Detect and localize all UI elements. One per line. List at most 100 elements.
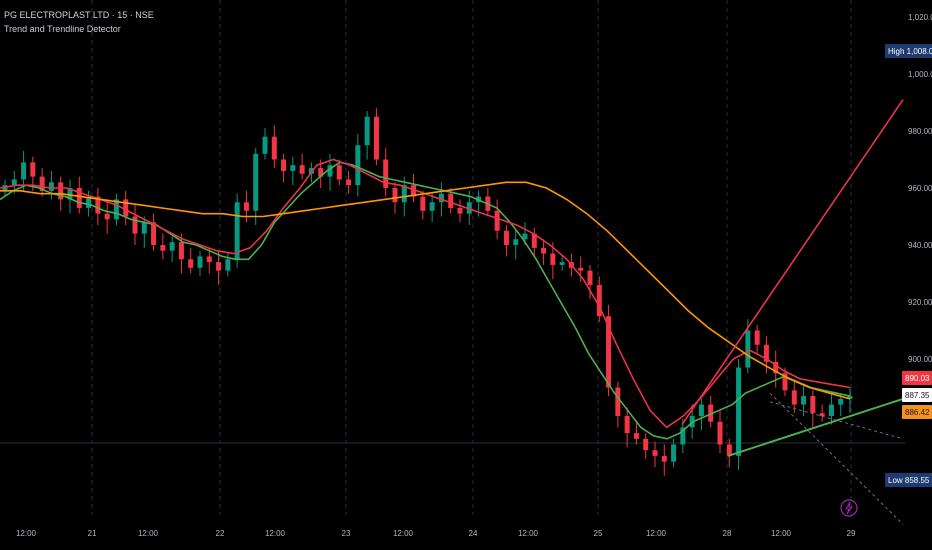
indicator-title[interactable]: Trend and Trendline Detector — [4, 24, 121, 34]
candle-body — [550, 253, 556, 265]
candle-body — [596, 284, 602, 317]
candle-body — [503, 230, 509, 245]
candle-body — [2, 185, 8, 191]
projection-line — [769, 401, 904, 440]
candle-body — [76, 188, 82, 208]
price-tick-label: 940.00 — [908, 241, 932, 250]
support-trendline — [727, 397, 904, 457]
candle-body — [234, 202, 240, 260]
candle-body — [494, 210, 500, 231]
candle-body — [411, 185, 417, 197]
candle-body — [197, 256, 203, 268]
candle-body — [30, 162, 36, 177]
candle-body — [643, 438, 649, 451]
candle-body — [243, 202, 249, 211]
time-tick-label: 12:00 — [138, 529, 159, 538]
last-price-tag: 890.03 — [905, 374, 930, 383]
candle-body — [11, 179, 17, 186]
candle-body — [810, 396, 816, 414]
candle-body — [606, 316, 612, 388]
candle-body — [457, 207, 463, 214]
chart-legend[interactable]: PG ELECTROPLAST LTD · 15 · NSE Trend and… — [4, 8, 154, 36]
candle-body — [466, 202, 472, 214]
candle-body — [281, 159, 287, 171]
candle-body — [169, 242, 175, 251]
price-tick-label: 1,020.00 — [908, 13, 932, 22]
candle-body — [336, 165, 342, 180]
candle-body — [206, 256, 212, 263]
candle-body — [448, 193, 454, 208]
price-tick-label: 980.00 — [908, 127, 932, 136]
candle-body — [541, 247, 547, 254]
candle-body — [578, 267, 584, 271]
candle-body — [308, 168, 314, 174]
time-axis[interactable]: 12:00 21 12:00 22 12:00 23 12:00 24 12:00 25 12:00… — [16, 529, 856, 538]
time-tick-label: 12:00 — [771, 529, 792, 538]
time-tick-label: 21 — [88, 529, 97, 538]
candle-body — [160, 245, 166, 251]
candle-body — [290, 165, 296, 171]
time-tick-label: 29 — [847, 529, 856, 538]
time-tick-label: 28 — [723, 529, 732, 538]
time-tick-label: 12:00 — [16, 529, 37, 538]
candle-body — [225, 259, 231, 271]
resistance-trendline — [681, 99, 904, 425]
candle-body — [763, 344, 769, 362]
symbol-title[interactable]: PG ELECTROPLAST LTD · 15 · NSE — [4, 10, 154, 20]
last-price-tag: 887.35 — [905, 391, 930, 400]
price-axis[interactable]: 1,020.00 1,000.00 980.00 960.00 940.00 920.00… — [885, 13, 932, 487]
last-price-tag: 886.42 — [905, 408, 930, 417]
lightning-icon[interactable] — [840, 499, 858, 517]
candle-body — [671, 444, 677, 462]
candle-body — [67, 188, 73, 200]
projection-line — [769, 392, 904, 525]
candle-body — [819, 413, 825, 416]
candle-body — [271, 136, 277, 160]
last-price-tag-bg — [902, 371, 932, 385]
candle-body — [401, 185, 407, 203]
candle-body — [327, 165, 333, 177]
candle-body — [373, 116, 379, 160]
candle-body — [21, 162, 27, 180]
candle-body — [383, 159, 389, 188]
trendlines[interactable] — [681, 99, 904, 525]
candle-body — [151, 222, 157, 245]
candles[interactable] — [2, 108, 853, 476]
time-tick-label: 12:00 — [393, 529, 414, 538]
moving-averages — [0, 158, 851, 440]
time-tick-label: 23 — [342, 529, 351, 538]
last-price-tag-bg — [902, 388, 932, 402]
price-tick-label: 900.00 — [908, 355, 932, 364]
candle-body — [346, 179, 352, 186]
candle-body — [141, 222, 147, 234]
candle-body — [262, 136, 268, 154]
time-tick-label: 12:00 — [518, 529, 539, 538]
candle-body — [420, 196, 426, 211]
candle-body — [633, 433, 639, 439]
time-tick-label: 12:00 — [265, 529, 286, 538]
candle-body — [188, 259, 194, 268]
high-tag-bg — [885, 44, 932, 58]
candle-body — [559, 262, 565, 265]
candle-body — [652, 450, 658, 456]
candle-body — [438, 193, 444, 203]
time-tick-label: 24 — [469, 529, 478, 538]
session-grid — [91, 0, 852, 515]
candle-body — [624, 416, 630, 434]
candle-body — [429, 202, 435, 211]
candle-body — [178, 242, 184, 260]
candle-body — [104, 213, 110, 220]
candle-body — [95, 196, 101, 214]
candle-body — [847, 396, 853, 399]
candle-body — [113, 199, 119, 220]
time-tick-label: 22 — [216, 529, 225, 538]
price-tick-label: 1,000.00 — [908, 70, 932, 79]
time-tick-label: 25 — [594, 529, 603, 538]
candle-body — [216, 262, 222, 271]
candle-body — [726, 444, 732, 456]
candle-body — [392, 188, 398, 203]
candle-body — [615, 387, 621, 416]
candle-body — [123, 199, 129, 217]
